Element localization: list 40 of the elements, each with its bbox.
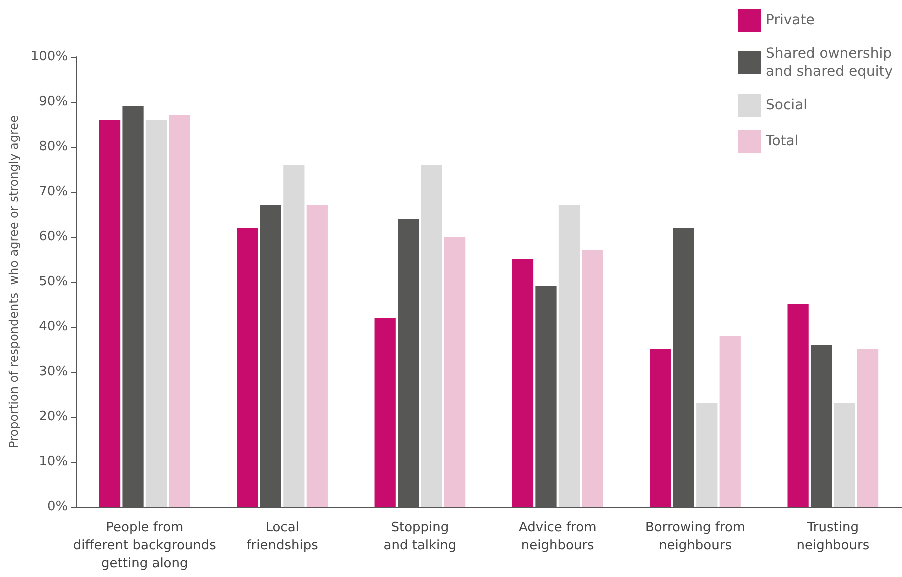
bar bbox=[169, 116, 190, 507]
y-tick-label: 50% bbox=[39, 274, 68, 290]
bar bbox=[834, 404, 856, 507]
y-axis-title: Proportion of respondents who agree or strongly agree bbox=[7, 116, 21, 448]
legend-label: Social bbox=[766, 98, 808, 114]
legend-label: Total bbox=[765, 134, 799, 150]
bar bbox=[512, 260, 534, 507]
bar bbox=[857, 350, 879, 507]
bar bbox=[582, 250, 604, 507]
x-tick-label: Local friendships bbox=[246, 520, 319, 554]
bar bbox=[558, 206, 580, 507]
bar bbox=[374, 318, 396, 507]
y-tick-label: 60% bbox=[39, 230, 68, 244]
bar bbox=[306, 206, 328, 507]
y-tick-label: 20% bbox=[39, 410, 68, 424]
x-tick-label: Borrowing from neighbours bbox=[645, 520, 746, 554]
legend-label: Private bbox=[766, 12, 815, 28]
bar bbox=[237, 228, 258, 507]
y-tick-label: 100% bbox=[30, 50, 68, 64]
y-tick-label: 30% bbox=[39, 364, 68, 380]
y-tick-label: 80% bbox=[39, 140, 68, 154]
y-tick-label: 10% bbox=[39, 454, 68, 470]
bar bbox=[444, 237, 466, 507]
y-tick-label: 0% bbox=[47, 500, 68, 514]
bar bbox=[146, 120, 168, 507]
bar bbox=[99, 120, 121, 507]
x-tick-label: People from different backgrounds getting along bbox=[73, 520, 217, 572]
x-tick-label: Advice from neighbours bbox=[518, 520, 597, 554]
bar bbox=[696, 404, 718, 507]
bar bbox=[421, 165, 442, 507]
legend-label: Shared ownership and shared equity bbox=[766, 46, 894, 80]
x-tick-label: Stopping and talking bbox=[384, 520, 457, 554]
bar bbox=[650, 350, 672, 507]
bar bbox=[720, 336, 741, 507]
y-tick-label: 40% bbox=[39, 320, 68, 334]
y-tick-label: 90% bbox=[39, 94, 68, 110]
x-tick-label: Trusting neighbours bbox=[796, 520, 870, 554]
bar bbox=[788, 304, 809, 507]
y-tick-label: 70% bbox=[39, 184, 68, 200]
bar bbox=[284, 165, 305, 507]
